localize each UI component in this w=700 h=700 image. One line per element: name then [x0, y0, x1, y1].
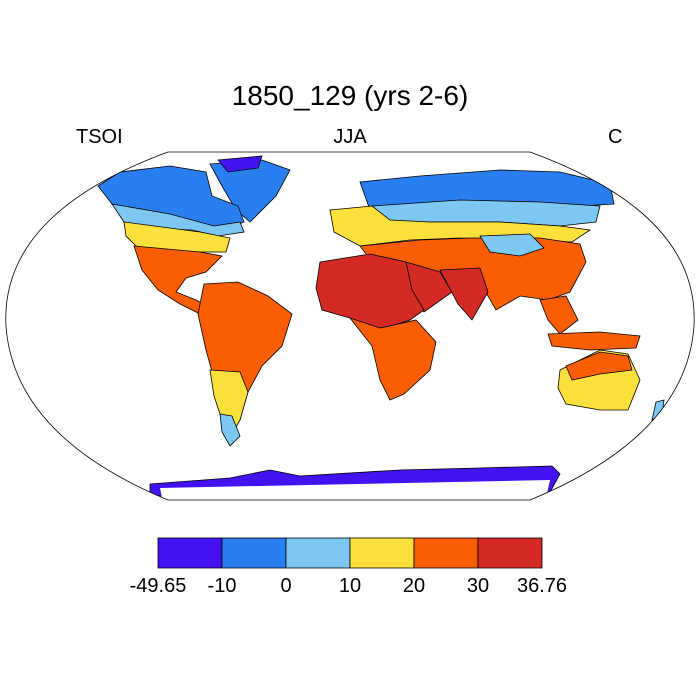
colorbar-tick-label: 0: [280, 575, 291, 597]
antarctica-inner: [160, 480, 550, 498]
tibet: [479, 233, 545, 257]
colorbar-tick-label: 36.76: [517, 575, 567, 597]
colorbar-swatch: [349, 537, 415, 569]
season-label: JJA: [333, 126, 367, 148]
colorbar-tick-label: 20: [403, 575, 425, 597]
colorbar-swatch: [285, 537, 351, 569]
variable-label: TSOI: [76, 126, 123, 148]
north-america-warm: [133, 245, 223, 317]
india: [439, 267, 489, 321]
south-america-tip: [219, 413, 241, 447]
colorbar-tick-label: -49.65: [130, 575, 187, 597]
colorbar-tick-label: -10: [208, 575, 237, 597]
colorbar-swatch: [413, 537, 479, 569]
colorbar-swatch: [221, 537, 287, 569]
africa-south: [348, 317, 437, 401]
units-label: C: [608, 126, 623, 148]
australia-north: [565, 351, 633, 381]
colorbar-swatch: [477, 537, 543, 569]
colorbar-swatch: [157, 537, 223, 569]
colorbar-tick-label: 30: [467, 575, 489, 597]
southeast-asia: [539, 295, 579, 335]
greenland-north: [217, 155, 263, 173]
colorbar-tick-label: 10: [339, 575, 361, 597]
africa-north: [315, 253, 425, 331]
greenland: [209, 159, 291, 223]
indonesia: [547, 331, 641, 351]
map-title: 1850_129 (yrs 2-6): [231, 80, 469, 111]
map-frame: [5, 151, 695, 501]
